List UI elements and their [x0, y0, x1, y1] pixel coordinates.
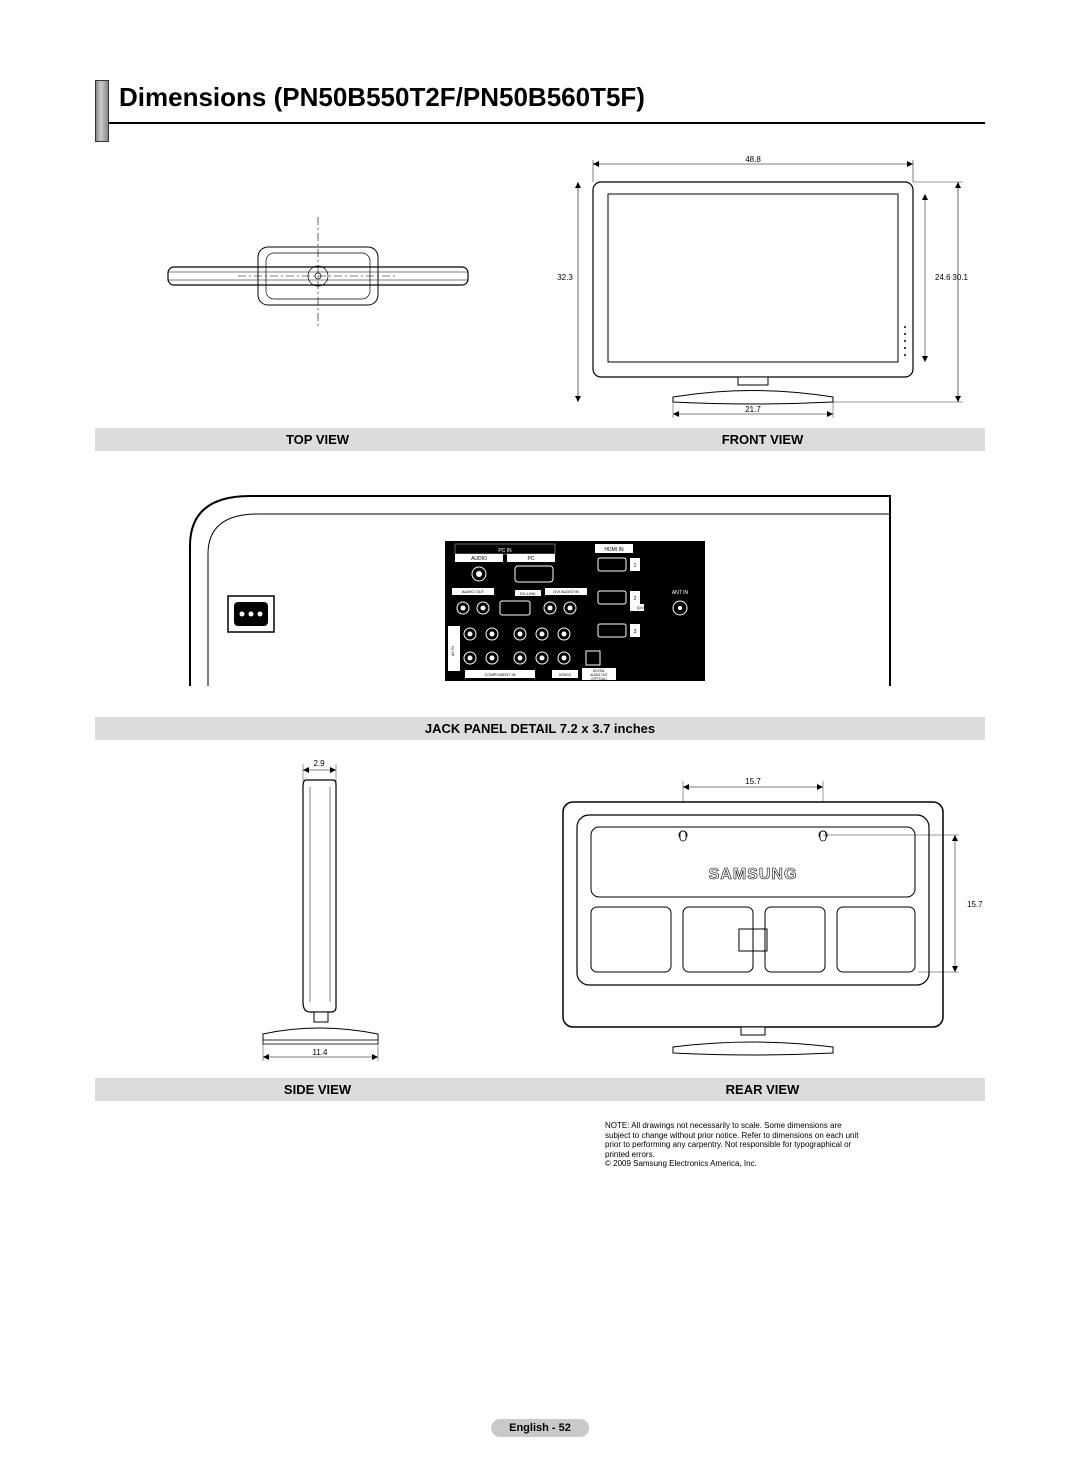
port-video: VIDEO: [559, 672, 571, 677]
port-component-in: COMPONENT IN: [484, 672, 515, 677]
port-av-in: AV IN: [450, 646, 455, 656]
svg-text:2: 2: [634, 596, 637, 602]
page-number-badge: English - 52: [491, 1419, 589, 1437]
port-ex-link: EX-LINK: [520, 591, 536, 596]
rear-view-diagram: 15.7 SAMSUNG: [540, 752, 985, 1072]
dim-height-stand: 30.1: [952, 273, 968, 282]
side-view-label: SIDE VIEW: [95, 1078, 540, 1101]
footnote-block: NOTE: All drawings not necessarily to sc…: [605, 1121, 865, 1169]
rear-brand: SAMSUNG: [708, 866, 797, 883]
port-ant-in: ANT IN: [672, 590, 689, 596]
cell-side-view: 2.9 11.4 SIDE VIEW: [95, 752, 540, 1101]
top-view-diagram: [95, 152, 540, 422]
cell-front-view: 48.8 43.7 32.3: [540, 152, 985, 451]
top-view-label: TOP VIEW: [95, 428, 540, 451]
svg-text:3: 3: [634, 629, 637, 635]
port-dvi-audio: DVI AUDIO IN: [553, 589, 578, 594]
svg-text:(OPTICAL): (OPTICAL): [591, 677, 607, 681]
port-audio: AUDIO: [471, 556, 487, 562]
dim-mount-height: 15.7: [967, 900, 983, 909]
page-title-bar: Dimensions (PN50B550T2F/PN50B560T5F): [95, 80, 985, 142]
port-audio-out: AUDIO OUT: [462, 589, 485, 594]
dim-stand-depth: 11.4: [312, 1048, 328, 1057]
svg-text:(DVI): (DVI): [637, 605, 647, 610]
front-view-diagram: 48.8 43.7 32.3: [540, 152, 985, 422]
row-jack-panel: PC IN AUDIO PC AUDIO OUT EX-LINK DVI AUD…: [95, 481, 985, 740]
footnote-text: NOTE: All drawings not necessarily to sc…: [605, 1121, 865, 1159]
port-pc-in: PC IN: [498, 548, 512, 554]
row-side-rear: 2.9 11.4 SIDE VIEW: [95, 752, 985, 1101]
title-accent: [95, 80, 109, 142]
front-view-label: FRONT VIEW: [540, 428, 985, 451]
rear-view-label: REAR VIEW: [540, 1078, 985, 1101]
cell-top-view: TOP VIEW: [95, 152, 540, 451]
page-title: Dimensions (PN50B550T2F/PN50B560T5F): [119, 80, 645, 142]
dim-screen-height: 24.6: [935, 273, 951, 282]
jack-panel-diagram: PC IN AUDIO PC AUDIO OUT EX-LINK DVI AUD…: [95, 481, 985, 711]
svg-text:1: 1: [634, 563, 637, 569]
dim-height-total: 32.3: [557, 273, 573, 282]
row-top-front: TOP VIEW 48.8 43.7: [95, 152, 985, 451]
dim-depth: 2.9: [313, 759, 325, 768]
jack-panel-label: JACK PANEL DETAIL 7.2 x 3.7 inches: [95, 717, 985, 740]
dim-width-total: 48.8: [745, 155, 761, 164]
port-hdmi-in: HDMI IN: [604, 547, 624, 553]
cell-rear-view: 15.7 SAMSUNG: [540, 752, 985, 1101]
copyright-text: © 2009 Samsung Electronics America, Inc.: [605, 1159, 865, 1169]
dim-mount-width: 15.7: [745, 777, 761, 786]
dim-stand-width: 21.7: [745, 405, 761, 414]
side-view-diagram: 2.9 11.4: [95, 752, 540, 1072]
port-pc: PC: [528, 556, 535, 562]
